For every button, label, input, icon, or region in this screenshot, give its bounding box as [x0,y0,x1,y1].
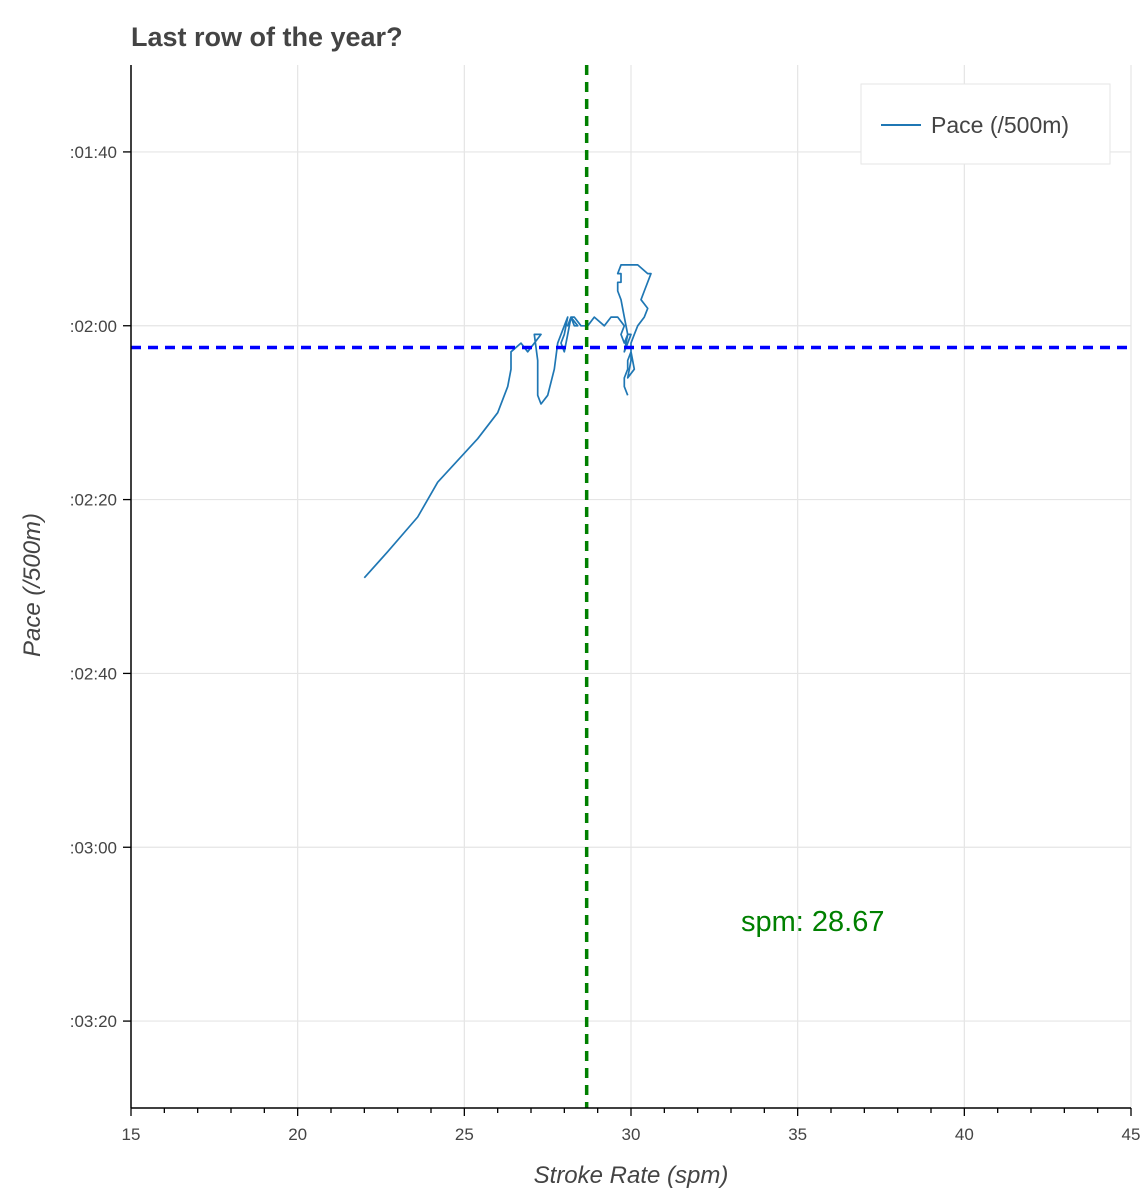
y-tick-label: :03:00 [70,838,117,857]
x-tick-label: 35 [788,1125,807,1144]
x-tick-label: 45 [1122,1125,1140,1144]
pace-series-line [363,264,652,579]
axes: 15 20 25 30 35 40 45 :01:40 :02:00 :02:20 :02:40 :0… [70,65,1140,1144]
y-tick-label: :02:40 [70,664,117,683]
x-tick-label: 40 [955,1125,974,1144]
x-tick-label: 15 [122,1125,141,1144]
x-tick-label: 25 [455,1125,474,1144]
y-tick-label: :02:20 [70,491,117,510]
spm-annotation: spm: 28.67 [741,906,884,938]
y-tick-label: :02:00 [70,317,117,336]
series-layer [363,264,652,579]
chart-title: Last row of the year? [131,22,403,52]
grid [131,65,1132,1108]
y-tick-label: :03:20 [70,1012,117,1031]
y-axis-label: Pace (/500m) [19,513,46,657]
x-tick-label: 30 [622,1125,641,1144]
x-axis-label: Stroke Rate (spm) [534,1162,729,1189]
legend-entry-pace: Pace (/500m) [931,112,1069,138]
x-tick-label: 20 [288,1125,307,1144]
y-tick-label: :01:40 [70,143,117,162]
reference-lines [131,65,1131,1108]
legend: Pace (/500m) [860,83,1111,165]
